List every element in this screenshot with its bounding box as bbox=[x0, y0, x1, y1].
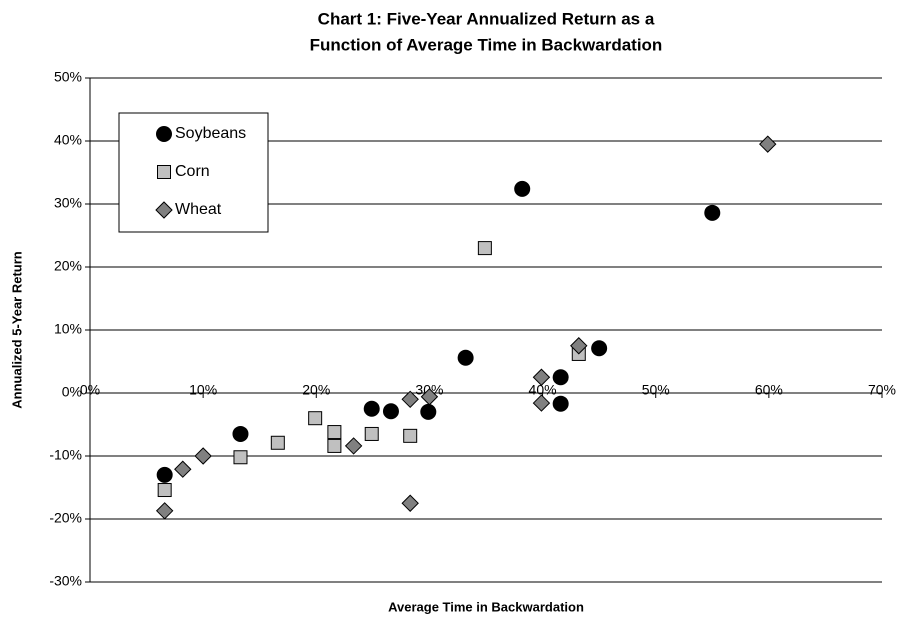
point bbox=[157, 483, 172, 498]
legend-label: Soybeans bbox=[175, 125, 246, 142]
point bbox=[532, 368, 551, 386]
point bbox=[233, 450, 248, 465]
x-tick-label: 70% bbox=[868, 382, 896, 398]
x-tick-label: 20% bbox=[302, 382, 330, 398]
chart-title: Chart 1: Five-Year Annualized Return as … bbox=[318, 9, 655, 28]
point bbox=[174, 460, 192, 478]
y-tick-label: 40% bbox=[54, 132, 82, 148]
x-tick-label: 0% bbox=[80, 382, 100, 398]
legend-box bbox=[118, 112, 269, 233]
point bbox=[327, 438, 342, 453]
y-tick-label: -20% bbox=[49, 510, 82, 526]
point bbox=[420, 403, 437, 420]
point bbox=[327, 425, 342, 440]
legend-marker bbox=[157, 165, 171, 179]
x-axis-title: Average Time in Backwardation bbox=[388, 599, 584, 614]
point bbox=[552, 395, 569, 412]
y-tick-label: 30% bbox=[54, 195, 82, 211]
point bbox=[308, 411, 323, 426]
point bbox=[759, 135, 777, 153]
point bbox=[477, 241, 492, 256]
point bbox=[704, 204, 721, 221]
point bbox=[514, 180, 531, 197]
legend-marker bbox=[155, 201, 173, 219]
point bbox=[570, 337, 588, 355]
x-tick-label: 10% bbox=[189, 382, 217, 398]
x-tick-label: 50% bbox=[642, 382, 670, 398]
legend-label: Wheat bbox=[175, 201, 222, 218]
y-tick-label: -10% bbox=[49, 447, 82, 463]
point bbox=[591, 340, 608, 357]
point bbox=[457, 349, 474, 366]
point bbox=[194, 447, 212, 465]
point bbox=[232, 425, 249, 442]
point bbox=[156, 466, 173, 483]
chart-title: Function of Average Time in Backwardatio… bbox=[310, 35, 663, 54]
point bbox=[401, 494, 419, 512]
legend-label: Corn bbox=[175, 163, 210, 180]
point bbox=[363, 400, 380, 417]
point bbox=[532, 394, 551, 412]
x-tick-label: 60% bbox=[755, 382, 783, 398]
y-tick-label: 10% bbox=[54, 321, 82, 337]
point bbox=[420, 388, 439, 406]
legend-marker bbox=[156, 126, 172, 142]
point bbox=[401, 390, 419, 409]
point bbox=[344, 437, 363, 455]
point bbox=[270, 435, 285, 450]
y-axis-title: Annualized 5-Year Return bbox=[9, 251, 24, 409]
x-tick-label: 40% bbox=[529, 382, 557, 398]
point bbox=[552, 369, 569, 386]
y-tick-label: 0% bbox=[62, 384, 82, 400]
point bbox=[155, 502, 174, 520]
point bbox=[403, 428, 418, 443]
point bbox=[364, 426, 379, 441]
point bbox=[382, 403, 399, 420]
y-tick-label: -30% bbox=[49, 573, 82, 589]
y-tick-label: 50% bbox=[54, 69, 82, 85]
y-tick-label: 20% bbox=[54, 258, 82, 274]
